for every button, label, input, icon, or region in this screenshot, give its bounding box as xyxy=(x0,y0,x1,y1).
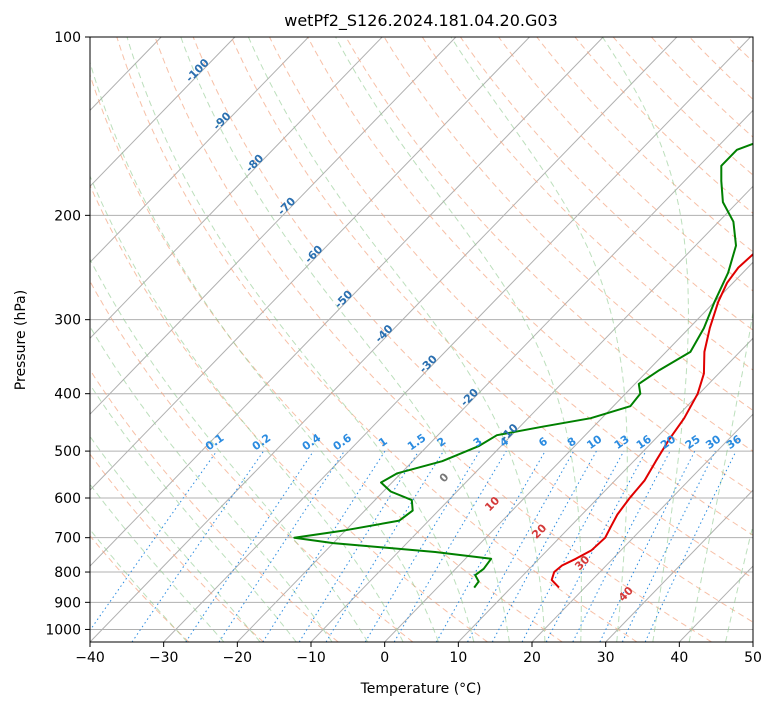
moist-adiabat-line xyxy=(247,37,546,642)
moist-adiabat-line xyxy=(90,483,225,642)
axes: −40 −30 −20 −10 0 10 20 30 40 50 100 200 300 400 500 60… xyxy=(45,30,762,666)
dry-adiabat-line xyxy=(90,453,264,642)
moist-adiabat-line xyxy=(90,258,369,642)
mixing-ratio-line xyxy=(599,450,696,642)
y-tick-label: 600 xyxy=(54,491,81,507)
dry-adiabat-line xyxy=(90,184,488,642)
mixing-ratio-line xyxy=(218,450,345,642)
isotherm-line xyxy=(457,337,753,642)
mixing-ratio-line xyxy=(644,450,737,642)
y-tick-label: 400 xyxy=(54,387,81,403)
x-tick-label: 10 xyxy=(449,650,467,666)
background-lines xyxy=(90,37,753,642)
x-axis-label: Temperature (°C) xyxy=(360,681,482,697)
x-tick-label: −10 xyxy=(296,650,326,666)
dewpoint-line xyxy=(293,142,753,589)
x-tick-label: 0 xyxy=(380,650,389,666)
y-tick-label: 100 xyxy=(54,30,81,46)
dry-adiabat-line xyxy=(116,37,638,642)
moist-adiabat-line xyxy=(126,37,475,642)
mixing-ratio-line xyxy=(364,450,481,642)
mixing-ratio-line xyxy=(621,450,716,642)
isotherm-line xyxy=(90,37,457,415)
x-tick-label: −30 xyxy=(149,650,179,666)
y-axis-label: Pressure (hPa) xyxy=(13,290,29,390)
y-tick-label: 1000 xyxy=(45,622,81,638)
moist-adiabat-line xyxy=(725,523,753,642)
mixing-ratio-line xyxy=(185,450,314,642)
moist-adiabat-line xyxy=(90,60,439,642)
mixing-ratio-line xyxy=(325,450,444,642)
isotherm-line xyxy=(605,489,753,642)
moist-adiabat-line xyxy=(90,325,333,642)
moist-adiabat-line xyxy=(90,435,261,642)
moist-adiabat-line xyxy=(688,309,753,642)
x-tick-label: 50 xyxy=(744,650,762,666)
mixing-ratio-line xyxy=(491,450,597,642)
isotherm-line xyxy=(90,37,236,188)
y-tick-label: 800 xyxy=(54,565,81,581)
y-tick-label: 500 xyxy=(54,444,81,460)
y-tick-label: 900 xyxy=(54,595,81,611)
mixing-ratio-line xyxy=(262,450,386,642)
isotherm-line xyxy=(310,185,753,642)
moist-adiabat-line xyxy=(602,37,689,642)
moist-adiabat-line xyxy=(180,37,510,642)
isotherm-line xyxy=(90,37,678,642)
x-tick-label: −40 xyxy=(75,650,105,666)
dry-adiabat-line xyxy=(192,37,753,623)
x-tick-label: 40 xyxy=(670,650,688,666)
mixing-ratio-line xyxy=(393,450,507,642)
plot-frame xyxy=(89,36,754,643)
moist-adiabat-line xyxy=(90,383,297,642)
x-tick-label: 30 xyxy=(597,650,615,666)
x-tick-label: −20 xyxy=(223,650,253,666)
temperature-line xyxy=(550,252,753,589)
mixing-ratio-line xyxy=(298,450,420,642)
mixing-ratio-line xyxy=(131,450,265,642)
profile-lines xyxy=(293,142,753,589)
moist-adiabat-line xyxy=(450,37,628,642)
dry-adiabat-line xyxy=(307,37,753,494)
x-tick-label: 20 xyxy=(523,650,541,666)
isotherm-line xyxy=(236,109,753,642)
mixing-ratio-line xyxy=(90,450,218,632)
isotherm-line xyxy=(531,413,753,642)
isotherm-line xyxy=(90,37,530,491)
isotherm-line xyxy=(384,261,753,642)
dry-adiabat-line xyxy=(90,73,563,642)
dry-adiabat-line xyxy=(90,280,414,642)
dry-adiabat-line xyxy=(269,37,753,536)
isotherm-line xyxy=(90,37,309,263)
y-tick-label: 200 xyxy=(54,208,81,224)
mixing-ratio-line xyxy=(521,450,625,642)
y-tick-label: 700 xyxy=(54,531,81,547)
isotherm-line xyxy=(90,37,604,567)
y-tick-label: 300 xyxy=(54,313,81,329)
chart-title: wetPf2_S126.2024.181.04.20.G03 xyxy=(284,11,558,31)
isotherm-line xyxy=(163,37,751,642)
moist-adiabat-line xyxy=(90,174,404,642)
